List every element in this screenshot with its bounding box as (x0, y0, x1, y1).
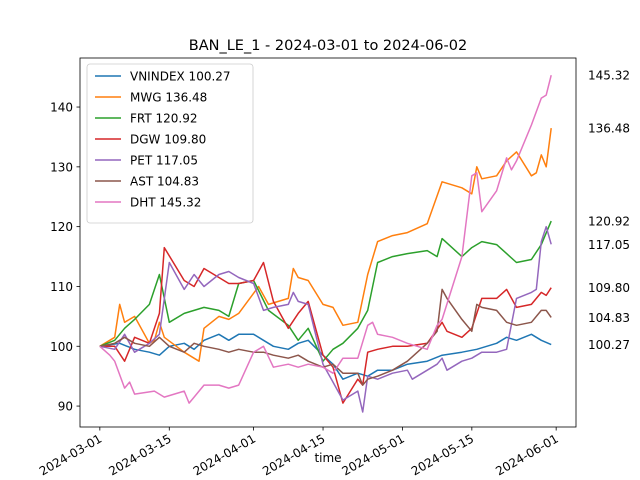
y-tick-label: 130 (50, 160, 73, 174)
plot-area (79, 57, 577, 428)
x-tick-label: 2024-04-01 (191, 431, 258, 478)
x-tick-label: 2024-05-01 (339, 431, 406, 478)
end-value-label-frt: 120.92 (588, 215, 630, 229)
chart-title: BAN_LE_1 - 2024-03-01 to 2024-06-02 (189, 38, 467, 54)
x-axis-label: time (314, 451, 341, 465)
end-value-label-pet: 117.05 (588, 238, 630, 252)
legend: VNINDEX 100.27 MWG 136.48 FRT 120.92 DGW 10… (86, 63, 254, 224)
x-tick-label: 2024-06-01 (493, 431, 560, 478)
y-tick-label: 120 (50, 220, 73, 234)
legend-entry-ast: AST 104.83 (130, 175, 199, 189)
y-tick-label: 90 (58, 400, 73, 414)
end-value-labels: 145.32 136.48 120.92 117.05 109.80 104.83 100.… (588, 69, 630, 352)
legend-entry-frt: FRT 120.92 (130, 112, 198, 126)
end-value-label-dgw: 109.80 (588, 281, 630, 295)
series-line-frt (99, 220, 552, 362)
y-axis: 90 100 110 120 130 140 (50, 101, 80, 414)
legend-entry-dht: DHT 145.32 (130, 196, 201, 210)
end-value-label-dht: 145.32 (588, 69, 630, 83)
legend-entry-vnindex: VNINDEX 100.27 (130, 70, 231, 84)
end-value-label-mwg: 136.48 (588, 122, 630, 136)
legend-entry-mwg: MWG 136.48 (130, 91, 207, 105)
y-tick-label: 140 (50, 101, 73, 115)
legend-entry-dgw: DGW 109.80 (130, 133, 206, 147)
series-line-dht (99, 75, 552, 404)
y-tick-label: 100 (50, 340, 73, 354)
x-tick-label: 2024-05-15 (409, 431, 476, 478)
x-tick-label: 2024-03-01 (37, 431, 104, 478)
series-line-vnindex (99, 333, 552, 380)
series-line-dgw (99, 246, 552, 404)
legend-entry-pet: PET 117.05 (130, 154, 198, 168)
plot-frame (79, 57, 577, 428)
legend-box (86, 63, 254, 224)
series-line-pet (99, 225, 552, 413)
y-tick-label: 110 (50, 280, 73, 294)
end-value-label-vnindex: 100.27 (588, 338, 630, 352)
x-tick-label: 2024-03-15 (106, 431, 173, 478)
x-axis: 2024-03-01 2024-03-15 2024-04-01 2024-04-15… (37, 427, 561, 478)
series-line-ast (99, 288, 552, 386)
end-value-label-ast: 104.83 (588, 311, 630, 325)
series-line-mwg (99, 128, 552, 362)
